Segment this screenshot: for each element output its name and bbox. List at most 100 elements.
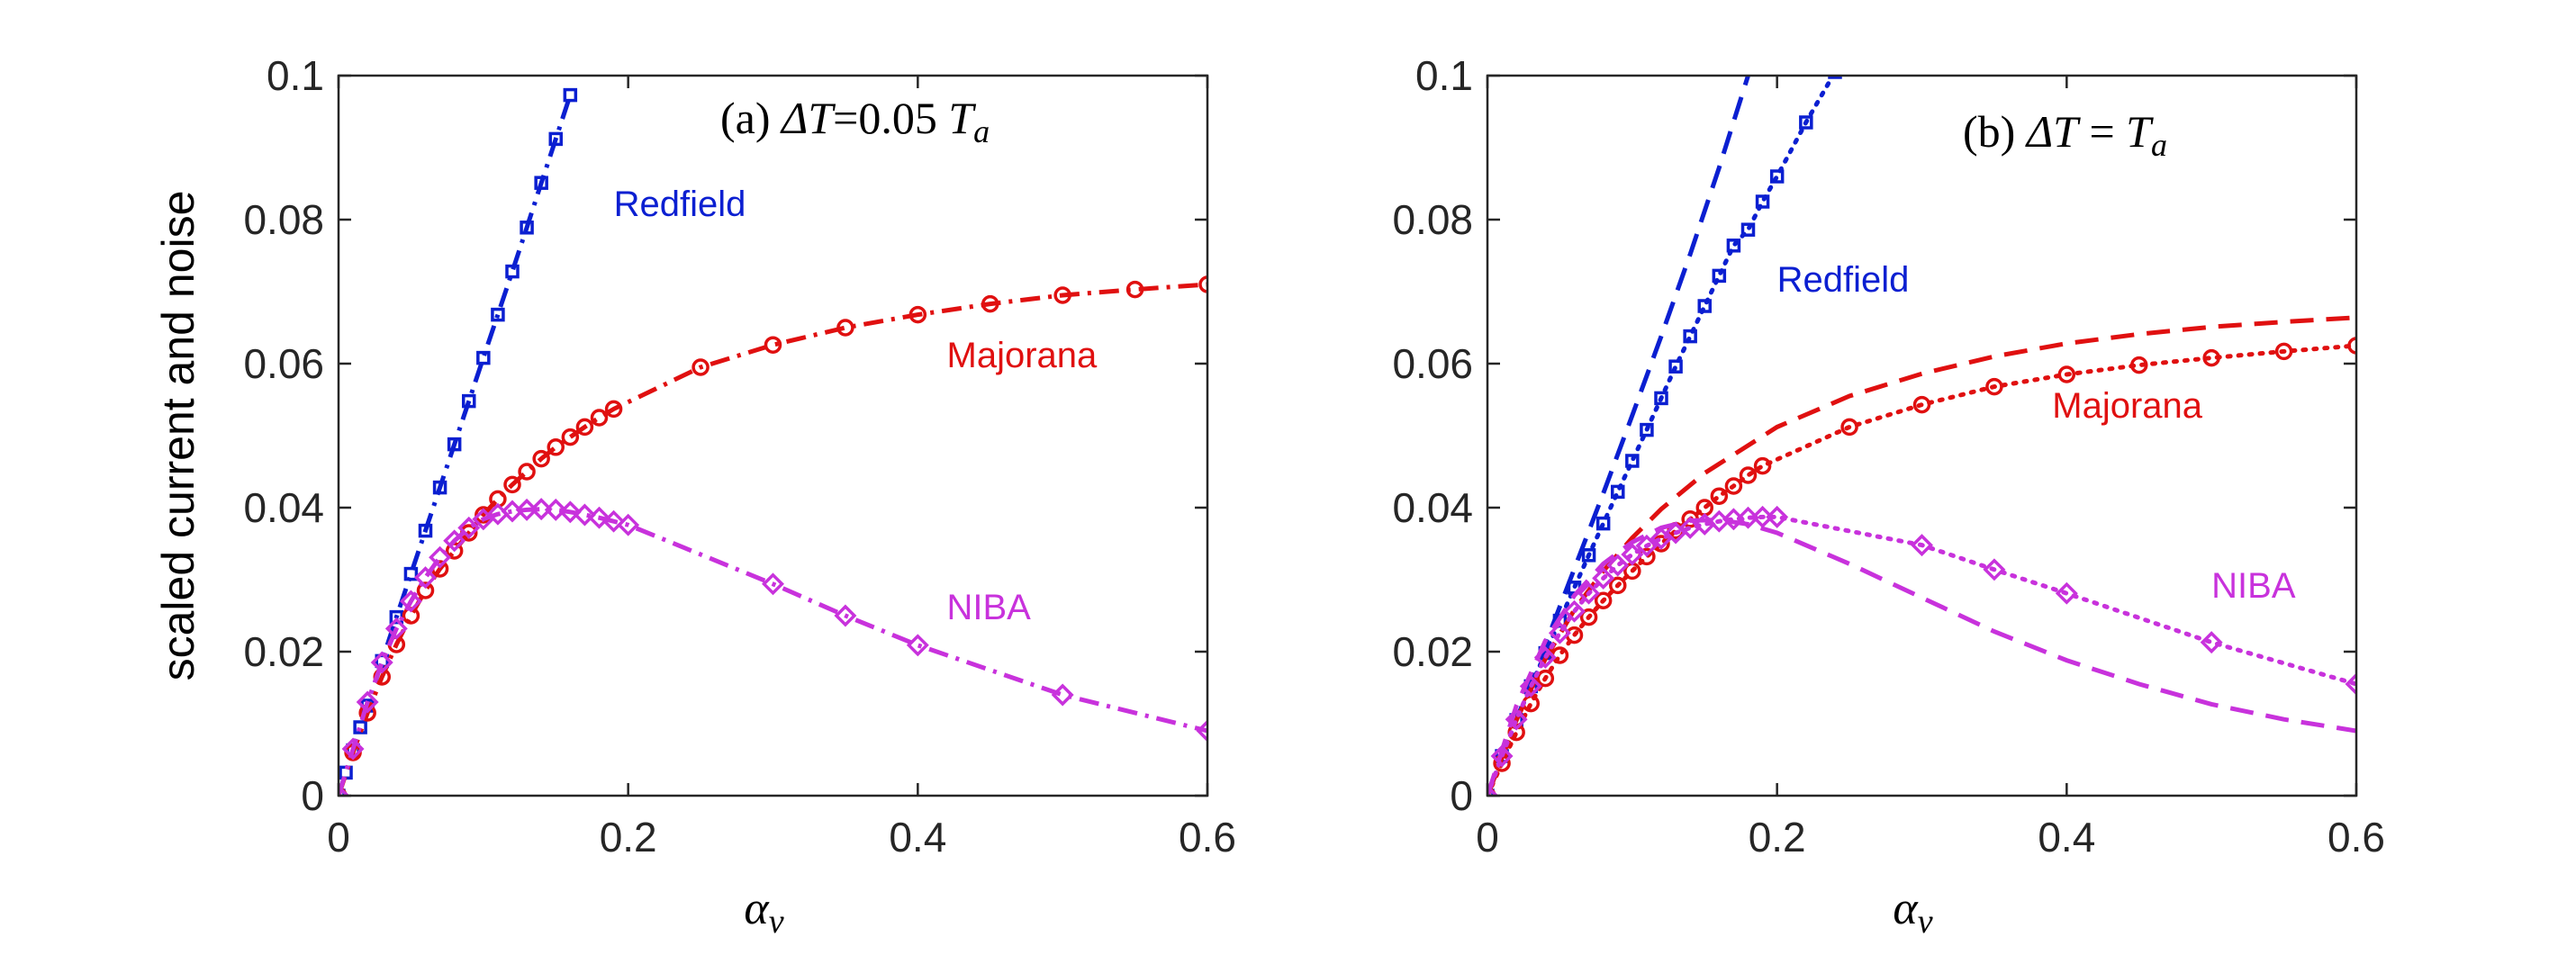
y-tick-label: 0.04 — [1392, 484, 1473, 531]
y-axis-label: scaled current and noise — [153, 191, 203, 681]
data-point-diamond — [1051, 683, 1074, 707]
y-tick-label: 0 — [1450, 772, 1473, 819]
x-axis-label: αν — [744, 883, 783, 941]
data-point-square — [491, 307, 505, 322]
data-point-square — [1683, 329, 1697, 344]
series-label-majorana: Majorana — [947, 336, 1098, 375]
data-point-circle — [1125, 280, 1144, 299]
data-point-diamond — [2200, 631, 2223, 654]
x-tick-label: 0.4 — [2038, 814, 2095, 860]
data-point-diamond — [834, 604, 857, 627]
data-point-diamond — [414, 566, 437, 590]
data-point-circle — [981, 294, 999, 313]
y-tick-label: 0.08 — [243, 196, 324, 243]
chart-panel-a: Redfield Majorana NIBA 0 0.2 0.4 0.6 0 0.02 0.04 0… — [153, 52, 1236, 941]
data-point-circle — [416, 581, 435, 599]
data-point-square — [1769, 169, 1785, 184]
data-point-square — [1697, 299, 1712, 313]
data-point-diamond — [1650, 527, 1673, 550]
data-point-square — [418, 523, 433, 538]
data-point-diamond — [1563, 599, 1586, 623]
data-point-circle — [561, 428, 580, 446]
data-point-diamond — [588, 506, 610, 529]
series-reference-5 — [1487, 518, 2356, 796]
data-point-diamond — [1505, 707, 1528, 731]
panel-title: (a) ΔT=0.05 Ta — [720, 93, 990, 149]
data-point-square — [563, 87, 578, 103]
data-point-square — [1726, 239, 1741, 253]
data-point-circle — [1594, 591, 1613, 609]
data-point-circle — [1198, 275, 1207, 293]
data-point-diamond — [573, 503, 596, 527]
data-point-diamond — [906, 634, 929, 657]
data-point-square — [1712, 268, 1727, 284]
series-line — [1487, 518, 2356, 796]
y-tick-label: 0.1 — [267, 52, 324, 99]
data-point-circle — [1753, 456, 1772, 475]
x-axis-label: αν — [1893, 883, 1932, 941]
data-point-circle — [547, 438, 565, 456]
data-point-circle — [1609, 576, 1627, 595]
data-point-square — [1828, 76, 1842, 79]
data-point-diamond — [617, 513, 640, 536]
data-point-square — [432, 480, 447, 495]
y-tick-label: 0.04 — [243, 484, 324, 531]
x-tick-label: 0 — [327, 814, 350, 860]
y-tick-label: 0.02 — [243, 628, 324, 675]
data-point-circle — [1985, 377, 2003, 396]
series-line — [339, 94, 573, 796]
data-point-square — [505, 264, 520, 279]
data-point-circle — [1579, 608, 1598, 626]
data-point-circle — [1739, 466, 1758, 484]
data-point-circle — [2130, 356, 2148, 374]
data-point-diamond — [2345, 672, 2356, 696]
data-point-diamond — [1490, 744, 1514, 768]
data-point-diamond — [457, 516, 481, 539]
data-point-circle — [2274, 342, 2293, 361]
data-point-diamond — [2055, 581, 2078, 605]
data-point-diamond — [384, 617, 408, 640]
y-tick-label: 0 — [301, 772, 324, 819]
axes-box — [337, 74, 1209, 797]
data-point-diamond — [1911, 534, 1933, 557]
data-point-diamond — [356, 690, 379, 714]
data-point-circle — [1724, 477, 1743, 495]
data-point-circle — [590, 409, 609, 427]
data-point-diamond — [443, 529, 466, 553]
data-point-diamond — [1606, 554, 1630, 577]
x-tick-label: 0.4 — [889, 814, 946, 860]
data-point-circle — [518, 463, 536, 481]
series-line — [1487, 514, 2356, 796]
data-point-square — [1611, 484, 1625, 500]
data-point-diamond — [1487, 784, 1499, 796]
y-tick-label: 0.1 — [1415, 52, 1473, 99]
data-point-circle — [764, 336, 782, 354]
x-tick-label: 0.6 — [1179, 814, 1236, 860]
data-point-diamond — [429, 545, 452, 569]
series-label-niba: NIBA — [947, 588, 1032, 627]
data-point-diamond — [558, 500, 582, 524]
data-point-diamond — [1592, 566, 1615, 590]
data-point-diamond — [1766, 505, 1789, 528]
data-point-circle — [2057, 365, 2076, 383]
data-point-square — [1581, 548, 1596, 563]
data-point-diamond — [370, 651, 393, 674]
data-point-circle — [575, 418, 594, 437]
data-point-circle — [2347, 337, 2356, 355]
y-tick-label: 0.06 — [243, 340, 324, 387]
y-tick-label: 0.08 — [1392, 196, 1473, 243]
series-label-majorana: Majorana — [2052, 386, 2203, 426]
data-point-square — [447, 437, 462, 452]
data-point-diamond — [602, 509, 626, 533]
data-point-square — [1640, 422, 1654, 437]
chart-panel-b: Redfield Majorana NIBA 0 0.2 0.4 0.6 0 0.02 0.04 0… — [1392, 52, 2385, 941]
series-label-niba: NIBA — [2211, 566, 2296, 606]
data-point-circle — [691, 358, 710, 376]
data-point-diamond — [1635, 534, 1659, 557]
data-point-square — [1740, 222, 1756, 237]
data-point-circle — [503, 475, 521, 494]
data-point-diamond — [1751, 505, 1775, 528]
series-label-redfield: Redfield — [1777, 260, 1910, 300]
data-point-square — [1799, 115, 1813, 130]
data-point-square — [520, 221, 534, 235]
